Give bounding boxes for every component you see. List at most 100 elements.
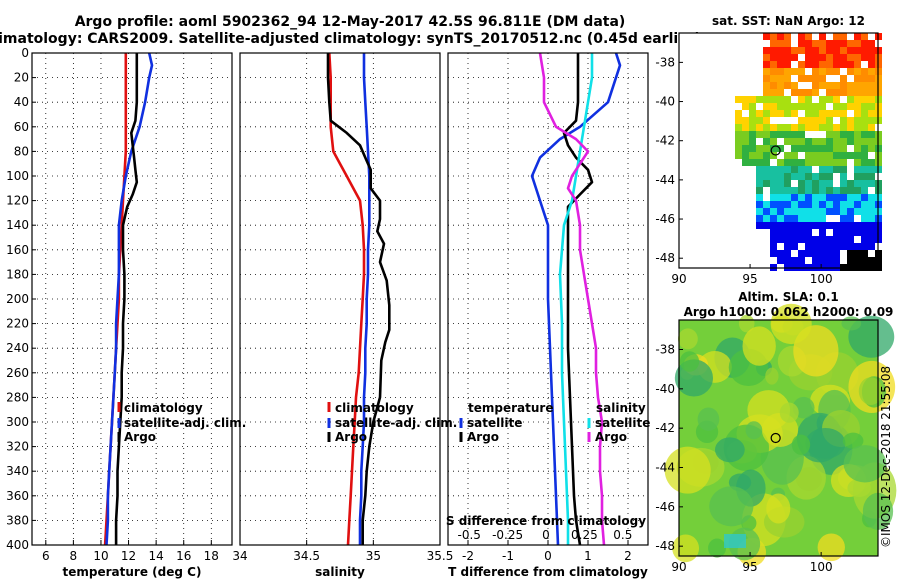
series-line-salinity-satellite — [558, 53, 594, 545]
map-cell — [826, 110, 833, 117]
x-tick-label: 8 — [70, 549, 78, 563]
y-tick-label: 300 — [6, 415, 29, 429]
map-cell — [826, 194, 833, 201]
map-cell — [791, 201, 798, 208]
map-cell — [805, 89, 812, 96]
series-line-satellite-adj-clim- — [105, 52, 154, 546]
map-cell — [735, 138, 742, 145]
legend-label-argo: Argo — [335, 430, 367, 444]
y-tick-label: -46 — [655, 212, 675, 226]
map-cell — [819, 47, 826, 54]
map-cell — [777, 201, 784, 208]
map-cell — [777, 89, 784, 96]
map-cell — [805, 250, 812, 257]
difference-panel: -2 -1 0 1 2 T difference from climatology -0.5… — [447, 52, 649, 579]
map-cell — [742, 159, 749, 166]
x-tick-label: 100 — [810, 272, 833, 286]
map-cell — [784, 215, 791, 222]
map-cell — [784, 103, 791, 110]
map-cell — [833, 54, 840, 61]
map-cell — [833, 138, 840, 145]
map-cell — [840, 75, 847, 82]
map-cell — [826, 201, 833, 208]
map-cell — [742, 96, 749, 103]
map-cell — [784, 124, 791, 131]
x-tick-label: 14 — [148, 549, 163, 563]
map-cell — [868, 257, 875, 264]
map-cell — [784, 33, 791, 40]
y-tick-label: -42 — [655, 421, 675, 435]
map-blob — [766, 493, 791, 524]
map-title: sat. SST: NaN Argo: 12 — [712, 14, 865, 28]
salinity-legend: climatology satellite-adj. clim. Argo — [327, 401, 457, 444]
map-cell — [854, 47, 861, 54]
map-cell — [861, 152, 868, 159]
map-blob — [742, 326, 776, 366]
map-cell — [777, 166, 784, 173]
map-cell — [854, 152, 861, 159]
map-cell — [763, 173, 770, 180]
map-cell — [763, 117, 770, 124]
map-cell — [861, 145, 868, 152]
map-cell — [840, 110, 847, 117]
map-cell — [777, 40, 784, 47]
map-cell — [798, 257, 805, 264]
map-cell — [805, 243, 812, 250]
series-line-argo — [326, 53, 391, 545]
y-tick-label: -48 — [655, 539, 675, 553]
legend-title-temperature: temperature — [468, 401, 553, 415]
map-cell — [868, 138, 875, 145]
map-cell — [798, 75, 805, 82]
map-cell — [742, 124, 749, 131]
map-cell — [861, 166, 868, 173]
map-cell — [770, 250, 777, 257]
map-subtitle: Argo h1000: 0.062 h2000: 0.09 — [684, 305, 894, 319]
map-cell — [833, 47, 840, 54]
map-cell — [798, 215, 805, 222]
map-cell — [854, 166, 861, 173]
map-cell — [805, 145, 812, 152]
map-cell — [784, 243, 791, 250]
x-tick-label: 34.5 — [293, 549, 320, 563]
x2-tick-label: 0.25 — [571, 528, 598, 542]
map-cell — [784, 180, 791, 187]
map-cell — [868, 68, 875, 75]
map-cell — [854, 33, 861, 40]
legend-label-t-argo: Argo — [467, 430, 499, 444]
map-cell — [756, 215, 763, 222]
map-cell — [812, 250, 819, 257]
map-cell — [784, 194, 791, 201]
map-cell — [742, 131, 749, 138]
map-cell — [826, 138, 833, 145]
map-cell — [791, 89, 798, 96]
map-cell — [854, 222, 861, 229]
map-cell — [847, 61, 854, 68]
map-cell — [868, 215, 875, 222]
title-line-1: Argo profile: aoml 5902362_94 12-May-201… — [75, 14, 626, 30]
y-tick-label: 220 — [6, 317, 29, 331]
map-cell — [847, 138, 854, 145]
map-blob — [745, 421, 763, 440]
map-cell — [805, 47, 812, 54]
map-cell — [763, 159, 770, 166]
map-blob — [765, 367, 779, 385]
map-cell — [756, 187, 763, 194]
map-cell — [735, 131, 742, 138]
map-cell — [791, 222, 798, 229]
temperature-legend: climatology satellite-adj. clim. Argo — [117, 401, 246, 444]
map-cell — [861, 103, 868, 110]
map-cell — [798, 96, 805, 103]
map-cell — [847, 194, 854, 201]
map-cell — [770, 187, 777, 194]
map-cell — [840, 208, 847, 215]
map-cell — [770, 96, 777, 103]
x2-tick-label: 0.5 — [613, 528, 632, 542]
map-cell — [819, 103, 826, 110]
x-tick-label: 16 — [176, 549, 191, 563]
timestamp-watermark: ©IMOS 12-Dec-2018 21:55:08 — [879, 366, 893, 548]
map-cell — [819, 222, 826, 229]
map-cell — [819, 145, 826, 152]
map-cell — [812, 215, 819, 222]
map-cell — [826, 40, 833, 47]
map-cell — [847, 236, 854, 243]
